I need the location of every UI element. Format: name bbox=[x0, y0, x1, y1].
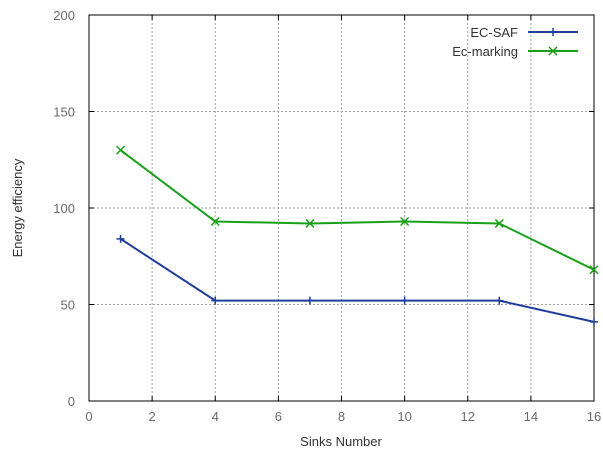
data-point-ec-marking bbox=[210, 216, 220, 227]
y-tick-label: 200 bbox=[53, 8, 75, 23]
x-tick-label: 16 bbox=[587, 409, 601, 424]
data-point-ec-marking-d2 bbox=[210, 216, 220, 227]
y-tick-label: 150 bbox=[53, 105, 75, 120]
y-tick-label: 50 bbox=[61, 298, 75, 313]
series-group bbox=[116, 145, 599, 326]
data-point-ec-marking bbox=[305, 218, 315, 228]
legend: EC-SAF Ec-marking bbox=[452, 25, 578, 59]
legend-marker-ec-marking bbox=[548, 46, 558, 56]
data-point-ec-marking bbox=[589, 265, 599, 275]
data-point-ec-marking bbox=[116, 145, 126, 155]
data-point-ec-marking-d2 bbox=[116, 145, 126, 155]
data-point-ec-marking-d2 bbox=[400, 216, 410, 227]
series-line-ec-marking bbox=[119, 149, 595, 271]
axis-ticks: 0 2 4 6 8 10 12 14 16 0 50 100 150 200 bbox=[53, 8, 601, 424]
data-point-ec-marking-d2 bbox=[305, 218, 315, 228]
legend-label-ec-saf: EC-SAF bbox=[470, 25, 518, 40]
x-tick-label: 0 bbox=[85, 409, 92, 424]
data-point-ec-marking bbox=[400, 216, 410, 227]
legend-label-ec-marking: Ec-marking bbox=[452, 44, 518, 59]
x-tick-label: 8 bbox=[338, 409, 345, 424]
data-point-ec-marking-d2 bbox=[589, 265, 599, 275]
data-point-ec-marking-d2 bbox=[494, 218, 504, 228]
data-point-ec-saf bbox=[116, 234, 125, 243]
y-axis-label: Energy efficiency bbox=[10, 158, 25, 257]
data-point-ec-saf bbox=[400, 296, 409, 305]
x-tick-label: 14 bbox=[524, 409, 538, 424]
x-tick-label: 6 bbox=[275, 409, 282, 424]
data-point-ec-saf bbox=[495, 296, 504, 305]
x-tick-label: 12 bbox=[461, 409, 475, 424]
series-line-ec-saf bbox=[120, 238, 595, 323]
legend-marker-ec-saf bbox=[549, 28, 557, 36]
data-point-ec-saf bbox=[211, 296, 220, 305]
x-tick-label: 4 bbox=[212, 409, 219, 424]
x-axis-label: Sinks Number bbox=[300, 434, 382, 449]
grid bbox=[89, 15, 594, 401]
x-tick-label: 10 bbox=[397, 409, 411, 424]
x-tick-label: 2 bbox=[149, 409, 156, 424]
legend-marker-ec-marking-d2 bbox=[548, 46, 558, 56]
y-tick-label: 100 bbox=[53, 201, 75, 216]
data-point-ec-marking bbox=[494, 218, 504, 228]
data-point-ec-saf bbox=[305, 296, 314, 305]
y-tick-label: 0 bbox=[68, 394, 75, 409]
data-point-ec-saf bbox=[590, 317, 598, 326]
